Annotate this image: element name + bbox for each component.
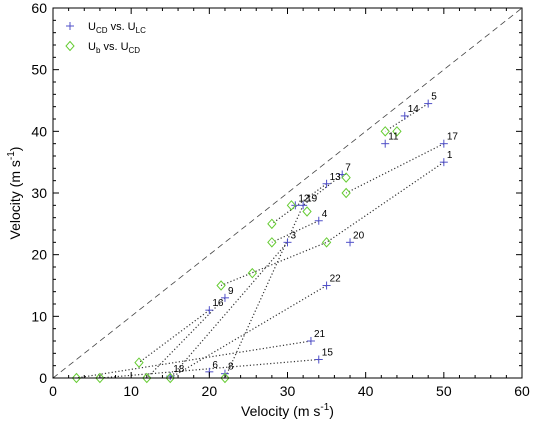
data-point-plus [314,355,323,364]
data-point-plus [439,158,448,167]
data-point-plus [322,179,331,188]
data-point-plus [205,306,214,315]
data-point-diamond [247,267,257,279]
data-point-diamond [286,200,297,211]
x-tick-label: 10 [123,383,139,399]
data-point-diamond [321,237,332,248]
legend-entry-ub-vs-ucd: Ub vs. UCD [65,40,140,55]
data-point-plus [424,99,433,108]
connector-line [271,183,327,225]
point-id-label: 18 [173,364,185,375]
connector-line [169,241,288,379]
data-point-diamond [71,372,82,384]
point-id-label: 19 [306,193,318,204]
legend: UCD vs. ULC Ub vs. UCD [65,21,146,55]
point-id-label: 20 [353,230,365,241]
data-point-plus [220,293,229,302]
y-tick-label: 50 [31,62,47,78]
y-axis-title: Velocity (m s-1) [6,147,23,240]
legend-entry-ucd-vs-ulc: UCD vs. ULC [66,21,146,35]
point-id-label: 3 [291,230,297,241]
y-tick-label: 60 [31,0,47,16]
data-point-diamond [134,357,144,368]
data-point-plus [306,337,315,345]
data-point-diamond [341,187,351,199]
data-point-diamond [95,372,105,384]
connector-line [384,103,429,132]
data-point-diamond [220,372,230,384]
x-tick-label: 30 [280,383,296,399]
point-id-label: 16 [212,298,224,309]
data-point-plus [299,201,308,210]
point-id-label: 5 [431,92,437,103]
point-id-label: 17 [447,132,459,143]
data-point-plus [322,281,331,290]
point-id-label: 1 [447,150,453,161]
point-id-label: 8 [228,362,234,373]
point-id-label: 15 [322,348,334,359]
point-id-label: 22 [330,274,342,285]
point-id-label: 13 [330,172,342,183]
point-id-label: 12 [298,193,310,204]
y-tick-label: 10 [31,308,47,324]
connector-line [220,161,445,287]
connector-line [169,284,327,379]
point-id-label: 7 [345,163,351,174]
y-tick-label: 20 [31,247,47,263]
data-point-diamond [216,280,226,291]
data-point-diamond [165,372,175,384]
data-point-diamond [267,237,277,248]
legend-label-ucd-vs-ulc: UCD vs. ULC [88,21,146,35]
point-id-label: 11 [388,132,399,143]
one-to-one-line [52,7,523,379]
connector-line [302,174,343,206]
data-point-diamond [302,206,312,217]
data-point-plus [439,139,448,148]
legend-marker-plus [66,22,74,30]
x-tick-label: 40 [358,383,374,399]
legend-plus-glyph [66,22,74,30]
y-tick-label: 30 [31,185,47,201]
x-tick-label: 60 [514,383,530,399]
point-id-label: 4 [322,209,328,220]
data-point-diamond [392,126,402,137]
y-tick-label: 0 [39,370,47,386]
connector-line [345,143,445,194]
data-point-plus [314,216,323,225]
data-point-diamond [142,372,152,384]
x-tick-label: 0 [49,383,57,399]
point-id-label: 9 [228,286,234,297]
data-point-plus [283,238,292,247]
data-point-diamond [380,126,390,137]
point-id-label: 21 [314,329,326,340]
connector-line [76,340,312,379]
data-point-diamond [341,172,351,183]
connector-line [138,309,210,364]
connector-line [224,205,304,379]
data-point-plus [381,139,390,148]
legend-marker-diamond [65,40,75,52]
data-point-plus [346,238,355,247]
point-id-label: 6 [212,360,218,371]
point-id-label: 14 [408,104,420,115]
data-point-diamond [267,218,277,230]
legend-diamond-glyph [65,40,75,52]
x-tick-label: 50 [436,383,452,399]
y-tick-label: 40 [31,123,47,139]
x-axis-title: Velocity (m s-1) [241,402,334,419]
data-point-plus [400,111,409,120]
legend-label-ub-vs-ucd: Ub vs. UCD [88,41,140,55]
x-tick-label: 20 [202,383,218,399]
